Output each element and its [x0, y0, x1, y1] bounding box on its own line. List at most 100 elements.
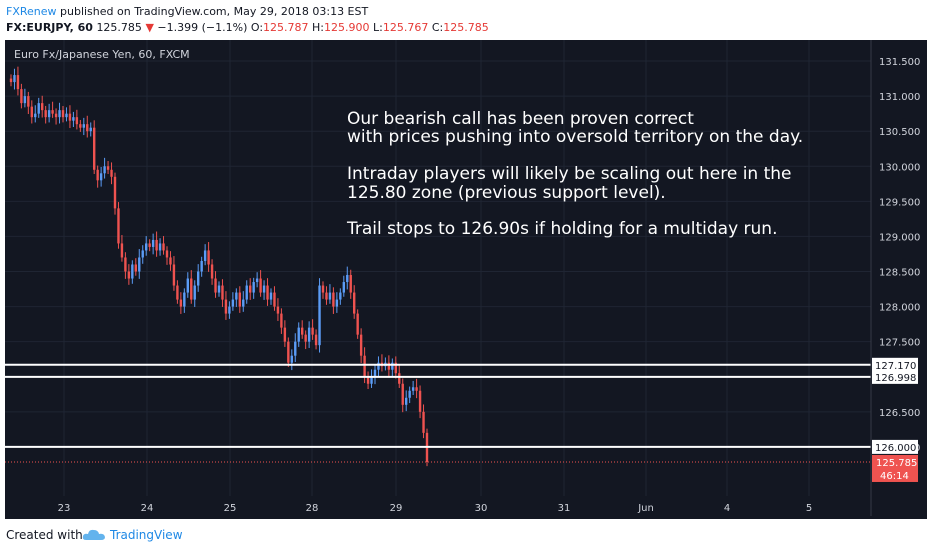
x-tick-label: 4: [724, 503, 730, 514]
candle: [151, 233, 155, 255]
level-badge-label: 127.170: [875, 361, 916, 372]
candle: [273, 286, 276, 311]
candle: [13, 68, 16, 90]
candle: [231, 292, 235, 311]
candle: [304, 330, 307, 350]
level-badge: [872, 369, 918, 384]
candle: [290, 349, 293, 371]
x-tick-label: Jun: [637, 503, 654, 514]
created-with-text: Created with: [6, 528, 83, 542]
candle: [235, 288, 238, 307]
candle: [405, 390, 408, 412]
candle: [23, 88, 27, 108]
x-tick-label: 25: [224, 503, 237, 514]
candle: [117, 202, 120, 249]
candle: [30, 100, 33, 124]
publish-line: FXRenew published on TradingView.com, Ma…: [6, 5, 368, 18]
candle: [210, 259, 214, 285]
candle: [183, 288, 186, 313]
candle: [262, 280, 266, 300]
candle: [297, 322, 300, 347]
candle: [127, 264, 131, 285]
countdown-label: 46:14: [880, 471, 909, 482]
x-tick-label: 5: [806, 503, 812, 514]
candle: [176, 280, 179, 304]
published-text: published on TradingView.com, May 29, 20…: [56, 5, 369, 18]
candle: [255, 272, 259, 288]
author-link[interactable]: FXRenew: [6, 5, 57, 18]
candle: [75, 109, 79, 130]
candle: [190, 270, 193, 304]
level-badge-label: 126.998: [875, 373, 916, 384]
candle: [58, 102, 61, 124]
time-axis-ticks: 23 24 25 28 29 30 31 Jun 4 5: [58, 503, 813, 514]
candle: [411, 380, 415, 395]
y-tick-label: 131.500: [879, 57, 920, 68]
candle: [321, 281, 325, 299]
candle: [359, 328, 363, 364]
candle: [124, 252, 127, 279]
candle: [391, 358, 394, 377]
candle: [131, 260, 134, 284]
candle: [145, 236, 148, 256]
candle: [106, 161, 110, 174]
x-tick-label: 24: [141, 503, 154, 514]
candle: [9, 74, 13, 87]
y-tick-label: 127.500: [879, 338, 920, 349]
candle: [162, 236, 165, 255]
candle: [200, 256, 203, 277]
candle: [54, 108, 58, 125]
change-value: −1.399 (−1.1%): [157, 21, 248, 34]
candle: [259, 270, 262, 297]
candle: [377, 356, 380, 377]
candle: [373, 365, 377, 385]
tradingview-link[interactable]: TradingView: [110, 528, 183, 542]
candles: [9, 66, 429, 467]
footer: Created with TradingView: [0, 519, 932, 550]
candle: [325, 286, 328, 305]
candle: [214, 271, 217, 298]
candle: [283, 320, 287, 347]
high-value: 125.900: [324, 21, 370, 34]
y-tick-label: 126.500: [879, 408, 920, 419]
candle: [353, 285, 356, 319]
last-price-badge: [872, 454, 918, 482]
candle: [61, 105, 65, 123]
candle: [155, 231, 158, 257]
symbol-label: FX:EURJPY, 60: [6, 21, 93, 34]
candle: [366, 371, 370, 390]
open-label: O:: [250, 21, 264, 34]
candle: [86, 115, 89, 138]
candle: [342, 275, 345, 297]
candle: [394, 356, 397, 379]
candle: [93, 120, 96, 174]
candle: [51, 101, 54, 118]
candle: [169, 251, 172, 271]
candle: [252, 277, 255, 299]
candle: [328, 284, 332, 304]
y-tick-label: 130.000: [879, 162, 920, 173]
candle: [138, 249, 141, 279]
price-chart[interactable]: 23 24 25 28 29 30 31 Jun 4 5 131.500 131.000 130.50…: [0, 0, 932, 519]
y-tick-label: 129.500: [879, 197, 920, 208]
candle: [276, 298, 280, 321]
last-price-badge-label: 125.785: [876, 458, 917, 469]
candle: [228, 301, 231, 319]
candle: [89, 122, 92, 137]
candle: [332, 287, 335, 314]
chart-background: [5, 40, 927, 519]
candle: [408, 386, 411, 404]
candle: [158, 238, 162, 256]
candle: [221, 279, 224, 307]
candle: [197, 264, 200, 292]
candle: [16, 66, 20, 96]
candle: [68, 105, 72, 129]
candle: [20, 83, 23, 109]
candle: [110, 162, 113, 185]
time-axis: [5, 496, 871, 516]
candle: [165, 246, 169, 265]
ohlc-line: FX:EURJPY, 60 125.785 ▼ −1.399 (−1.1%) O…: [6, 21, 489, 34]
chart-header: FXRenew published on TradingView.com, Ma…: [0, 0, 932, 38]
candle: [401, 378, 404, 413]
candle: [418, 385, 422, 419]
